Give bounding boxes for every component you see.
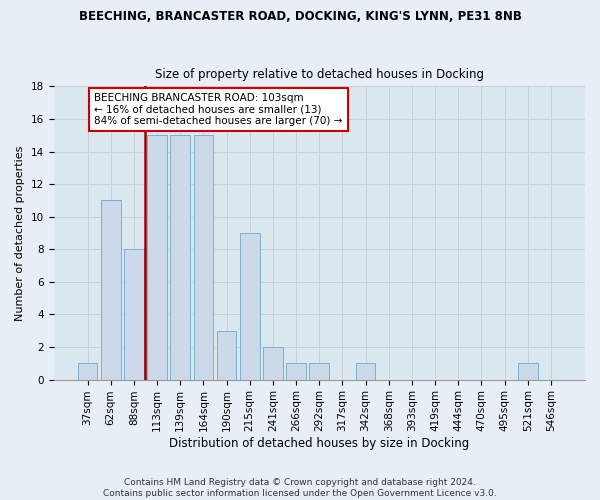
Bar (124, 250, 144, 380)
Text: Contains HM Land Registry data © Crown copyright and database right 2024.
Contai: Contains HM Land Registry data © Crown c… (103, 478, 497, 498)
Bar (518, 364, 538, 380)
Y-axis label: Number of detached properties: Number of detached properties (15, 146, 25, 320)
Bar (217, 330, 236, 380)
Bar (77, 364, 97, 380)
Bar (356, 364, 376, 380)
Text: BEECHING, BRANCASTER ROAD, DOCKING, KING'S LYNN, PE31 8NB: BEECHING, BRANCASTER ROAD, DOCKING, KING… (79, 10, 521, 23)
Bar (101, 200, 121, 380)
Bar (240, 233, 260, 380)
Title: Size of property relative to detached houses in Docking: Size of property relative to detached ho… (155, 68, 484, 81)
Bar (263, 347, 283, 380)
Bar (194, 135, 213, 380)
Text: BEECHING BRANCASTER ROAD: 103sqm
← 16% of detached houses are smaller (13)
84% o: BEECHING BRANCASTER ROAD: 103sqm ← 16% o… (94, 93, 343, 126)
Bar (286, 364, 306, 380)
Bar (310, 364, 329, 380)
Bar (147, 135, 167, 380)
X-axis label: Distribution of detached houses by size in Docking: Distribution of detached houses by size … (169, 437, 469, 450)
Bar (170, 135, 190, 380)
